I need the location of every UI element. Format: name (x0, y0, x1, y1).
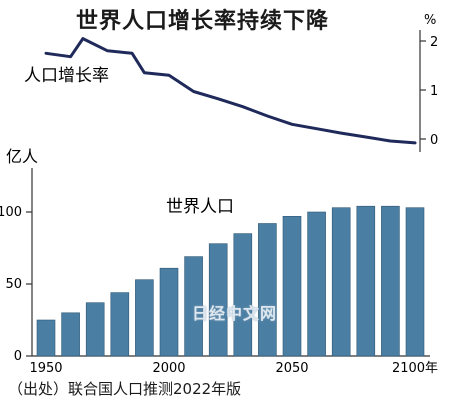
population-bar (331, 207, 351, 357)
growth-rate-tick-label: 1 (430, 84, 438, 99)
chart-title: 世界人口增长率持续下降 (75, 9, 329, 34)
population-bar (307, 211, 326, 357)
population-bar (381, 205, 400, 357)
population-x-tick-label: 2050 (275, 361, 308, 376)
population-x-tick-label: 2000 (152, 361, 185, 376)
population-bar (36, 319, 56, 357)
population-bar (282, 216, 302, 357)
population-bar (110, 292, 130, 357)
population-x-tick-label: 1950 (29, 361, 62, 376)
growth-rate-tick-label: 2 (430, 35, 438, 50)
growth-rate-line (44, 37, 417, 145)
population-bar (405, 207, 425, 357)
population-bar (208, 243, 228, 357)
population-bar-chart: 亿人 0 50 100 1950 2000 2050 2100年 世界人口 (0, 147, 438, 376)
population-series-label: 世界人口 (166, 197, 234, 217)
growth-rate-line-chart: 0 1 2 % 人口增长率 (24, 13, 438, 152)
population-x-tick-label: 2100年 (392, 361, 438, 376)
population-bar (233, 233, 253, 357)
growth-rate-unit-label: % (424, 13, 436, 28)
population-bar (85, 302, 105, 357)
population-y-tick-label: 100 (0, 205, 22, 220)
population-bar (184, 256, 203, 357)
source-note: （出处）联合国人口推测2022年版 (8, 380, 242, 398)
population-unit-label: 亿人 (6, 147, 38, 166)
population-y-tick-label: 0 (14, 349, 22, 364)
population-bar (356, 205, 376, 357)
watermark-logo: 日经中文网 (192, 304, 278, 323)
population-bar (159, 267, 179, 357)
population-y-tick-label: 50 (5, 277, 22, 292)
population-bar (135, 279, 154, 357)
growth-rate-tick-label: 0 (430, 133, 438, 148)
population-bar (258, 223, 277, 357)
growth-rate-series-label: 人口增长率 (24, 66, 109, 86)
population-bar (61, 312, 80, 357)
